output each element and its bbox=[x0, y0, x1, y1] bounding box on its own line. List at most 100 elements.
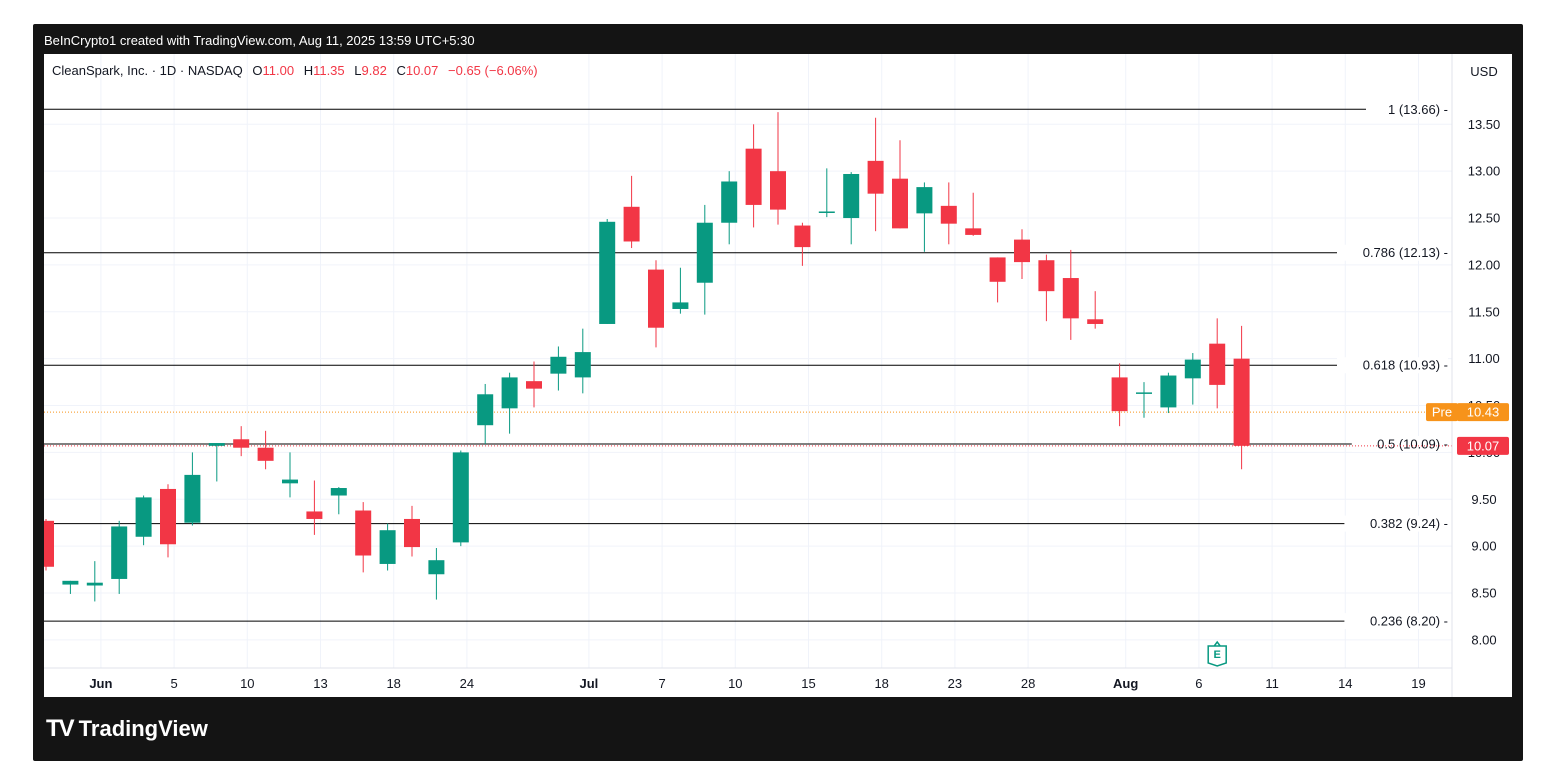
candlestick-chart[interactable]: 1 (13.66) - 0.786 (12.13) - 0.618 (10.93) … bbox=[38, 54, 1512, 697]
candle bbox=[867, 117, 884, 232]
candle-body bbox=[1111, 377, 1128, 412]
candle bbox=[428, 548, 445, 600]
candle-body bbox=[892, 178, 908, 229]
candle-body bbox=[379, 530, 396, 564]
price-tick-label: 13.50 bbox=[1468, 117, 1501, 132]
candle-body bbox=[672, 302, 689, 309]
candle-body bbox=[208, 443, 225, 446]
candle bbox=[574, 328, 591, 394]
fib-level-label: 0.236 (8.20) - bbox=[1370, 614, 1448, 629]
open-label: O bbox=[252, 63, 262, 78]
symbol-legend[interactable]: CleanSpark, Inc. · 1D · NASDAQ O11.00 H1… bbox=[52, 63, 538, 78]
price-axis[interactable]: 8.008.509.009.5010.0010.5011.0011.5012.0… bbox=[1468, 117, 1501, 648]
candle-body bbox=[452, 452, 469, 543]
candle bbox=[526, 361, 542, 408]
candle-body bbox=[1160, 375, 1177, 408]
high-label: H bbox=[304, 63, 313, 78]
candle-body bbox=[696, 222, 713, 283]
candle bbox=[111, 520, 128, 594]
price-tick-label: 11.00 bbox=[1468, 351, 1500, 366]
fib-level-label: 0.382 (9.24) - bbox=[1370, 516, 1448, 531]
low-value: 9.82 bbox=[362, 63, 387, 78]
pre-value-bg bbox=[1457, 403, 1509, 422]
time-tick-label: Aug bbox=[1113, 676, 1138, 691]
candle-body bbox=[1136, 392, 1152, 394]
candle bbox=[843, 172, 860, 245]
candle-body bbox=[501, 377, 518, 409]
candle-body bbox=[111, 526, 128, 579]
candle-body bbox=[794, 225, 811, 248]
currency-label[interactable]: USD bbox=[1470, 64, 1497, 79]
earnings-icon[interactable] bbox=[1207, 640, 1227, 667]
candle bbox=[916, 182, 933, 252]
time-tick-label: 7 bbox=[658, 676, 665, 691]
candle-body bbox=[818, 211, 835, 213]
candle-body bbox=[135, 497, 152, 537]
candle-body bbox=[989, 257, 1006, 282]
candle bbox=[1136, 382, 1152, 418]
low-label: L bbox=[354, 63, 361, 78]
candle bbox=[62, 580, 79, 594]
pre-market-badge: Pre 10.43 bbox=[1426, 403, 1509, 422]
candle bbox=[648, 260, 664, 348]
symbol-title: CleanSpark, Inc. · 1D · NASDAQ bbox=[52, 63, 243, 78]
candle-body bbox=[1038, 260, 1055, 292]
earnings-label: E bbox=[1214, 649, 1221, 661]
candle bbox=[477, 383, 494, 444]
earnings-marker[interactable]: E bbox=[1207, 640, 1227, 667]
pre-label: Pre bbox=[1432, 405, 1452, 420]
candle-body bbox=[940, 205, 957, 224]
pre-value: 10.43 bbox=[1467, 405, 1500, 420]
candles bbox=[38, 112, 1250, 602]
candle bbox=[794, 222, 811, 266]
time-tick-label: 11 bbox=[1265, 676, 1279, 691]
time-tick-label: Jul bbox=[580, 676, 599, 691]
candle-body bbox=[233, 439, 250, 448]
candle-body bbox=[965, 228, 982, 235]
candle-body bbox=[160, 488, 176, 545]
fib-label-bg bbox=[1366, 101, 1448, 118]
price-tick-label: 12.00 bbox=[1468, 257, 1501, 272]
candle-body bbox=[1087, 319, 1104, 324]
candle-body bbox=[574, 352, 591, 378]
candle bbox=[160, 484, 176, 558]
candle-body bbox=[1233, 358, 1250, 446]
candle bbox=[208, 443, 225, 482]
candle-body bbox=[282, 479, 298, 484]
candle bbox=[1111, 363, 1128, 427]
time-axis[interactable]: Jun 5 10 13 18 24 Jul 7 10 15 18 23 28 Aug 6 11 14 19 bbox=[89, 676, 1425, 691]
time-tick-label: 5 bbox=[170, 676, 177, 691]
fib-level-label: 1 (13.66) - bbox=[1388, 102, 1448, 117]
candle-body bbox=[257, 447, 274, 461]
candle bbox=[184, 452, 201, 526]
candle bbox=[550, 346, 567, 391]
candle-body bbox=[843, 173, 860, 219]
time-tick-label: 24 bbox=[460, 676, 474, 691]
candle-body bbox=[184, 474, 201, 523]
candle-body bbox=[648, 269, 664, 328]
candle-body bbox=[86, 582, 103, 586]
candle bbox=[501, 372, 518, 434]
tradingview-logo-icon: TV bbox=[46, 715, 75, 742]
candle bbox=[1233, 325, 1250, 470]
candle bbox=[404, 505, 420, 557]
candle-body bbox=[916, 187, 933, 214]
time-tick-label: 13 bbox=[313, 676, 327, 691]
candle-body bbox=[745, 148, 762, 205]
candle bbox=[818, 168, 835, 218]
time-tick-label: 6 bbox=[1195, 676, 1202, 691]
candle-body bbox=[867, 160, 884, 194]
candle bbox=[282, 452, 298, 498]
pre-label-bg bbox=[1426, 403, 1458, 422]
open-value: 11.00 bbox=[262, 63, 294, 78]
last-price-bg bbox=[1457, 436, 1509, 455]
chart-panel[interactable]: 1 (13.66) - 0.786 (12.13) - 0.618 (10.93) … bbox=[38, 54, 1512, 697]
candle bbox=[1209, 318, 1226, 409]
price-tick-label: 12.50 bbox=[1468, 211, 1501, 226]
candle bbox=[257, 430, 274, 470]
candle bbox=[330, 487, 347, 515]
price-tick-label: 13.00 bbox=[1468, 164, 1501, 179]
candle-body bbox=[355, 510, 372, 556]
time-tick-label: Jun bbox=[89, 676, 112, 691]
candle-body bbox=[404, 518, 420, 548]
